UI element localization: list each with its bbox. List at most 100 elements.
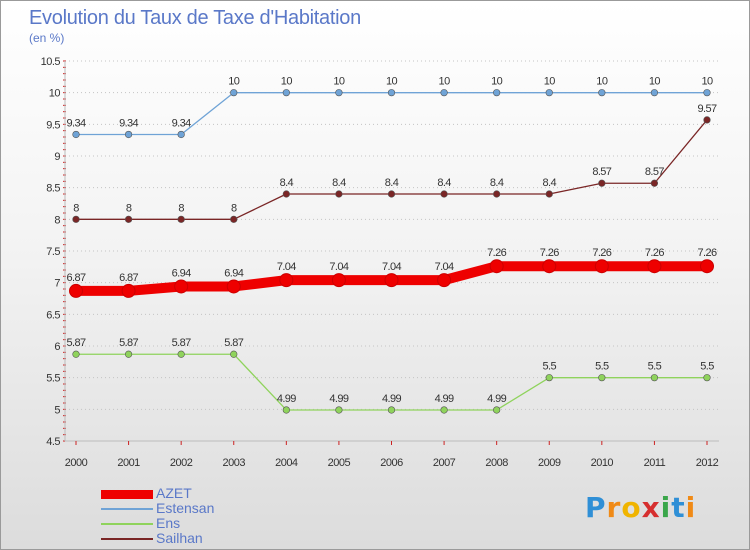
data-label-sailhan: 8.4 bbox=[490, 177, 504, 189]
data-point-estensan bbox=[387, 89, 396, 97]
data-point-azet bbox=[121, 283, 136, 298]
x-tick-label: 2000 bbox=[65, 457, 88, 469]
data-label-sailhan: 8.57 bbox=[645, 166, 664, 178]
data-label-azet: 7.26 bbox=[540, 247, 559, 259]
data-point-sailhan bbox=[282, 190, 290, 198]
y-tick-label: 9 bbox=[54, 151, 60, 163]
data-label-sailhan: 8.57 bbox=[592, 166, 611, 178]
data-point-sailhan bbox=[72, 215, 80, 223]
data-label-sailhan: 8.4 bbox=[543, 177, 557, 189]
data-point-azet bbox=[437, 273, 452, 288]
data-label-azet: 7.04 bbox=[382, 261, 401, 273]
data-point-azet bbox=[69, 283, 83, 298]
chart-unit-label: (en %) bbox=[29, 31, 65, 45]
y-tick-label: 8 bbox=[54, 214, 60, 226]
data-point-estensan bbox=[598, 89, 606, 97]
data-point-azet bbox=[489, 259, 504, 274]
data-point-sailhan bbox=[650, 179, 659, 187]
data-label-estensan: 9.34 bbox=[119, 117, 138, 129]
legend-item-estensan: Estensan bbox=[101, 500, 301, 516]
data-point-ens bbox=[387, 406, 396, 414]
data-label-azet: 7.26 bbox=[592, 247, 611, 259]
data-point-azet bbox=[279, 273, 294, 288]
x-tick-label: 2002 bbox=[170, 457, 193, 469]
data-label-azet: 7.26 bbox=[487, 247, 506, 259]
data-label-azet: 6.87 bbox=[119, 272, 138, 284]
data-point-estensan bbox=[282, 89, 290, 97]
y-tick-label: 5 bbox=[54, 404, 60, 416]
data-label-azet: 7.04 bbox=[435, 261, 454, 273]
data-point-azet bbox=[226, 279, 241, 294]
x-tick-label: 2010 bbox=[591, 457, 614, 469]
data-label-estensan: 10 bbox=[333, 76, 345, 88]
data-point-estensan bbox=[124, 130, 133, 139]
data-label-azet: 6.94 bbox=[224, 267, 243, 279]
data-label-estensan: 10 bbox=[386, 76, 398, 88]
legend-swatch bbox=[101, 538, 153, 540]
data-point-ens bbox=[703, 374, 711, 382]
data-point-estensan bbox=[440, 89, 448, 97]
data-point-azet bbox=[384, 273, 399, 288]
data-point-ens bbox=[440, 406, 448, 414]
legend-swatch bbox=[101, 489, 153, 499]
data-point-ens bbox=[598, 374, 606, 382]
data-point-sailhan bbox=[124, 215, 133, 223]
data-label-sailhan: 9.57 bbox=[697, 103, 716, 115]
data-label-estensan: 9.34 bbox=[66, 117, 85, 129]
logo-letter: i bbox=[685, 491, 697, 524]
legend-label: Ens bbox=[156, 515, 181, 531]
data-label-ens: 4.99 bbox=[435, 393, 454, 405]
data-point-ens bbox=[545, 374, 553, 382]
data-label-sailhan: 8.4 bbox=[437, 177, 451, 189]
data-label-ens: 4.99 bbox=[277, 393, 296, 405]
data-point-sailhan bbox=[493, 190, 501, 198]
data-point-sailhan bbox=[387, 190, 396, 198]
data-label-sailhan: 8 bbox=[73, 202, 79, 214]
data-point-sailhan bbox=[177, 215, 185, 223]
logo-letter: t bbox=[671, 491, 686, 524]
legend-swatch bbox=[101, 523, 153, 525]
data-point-estensan bbox=[230, 89, 238, 97]
data-label-ens: 4.99 bbox=[382, 393, 401, 405]
x-tick-label: 2012 bbox=[696, 457, 719, 469]
data-point-ens bbox=[72, 350, 80, 358]
legend-label: Sailhan bbox=[156, 530, 203, 546]
data-point-ens bbox=[335, 406, 343, 414]
data-point-azet bbox=[647, 259, 662, 274]
y-tick-label: 10 bbox=[49, 88, 61, 100]
data-label-ens: 5.5 bbox=[648, 361, 662, 373]
logo-letter: x bbox=[641, 491, 661, 524]
data-label-estensan: 10 bbox=[491, 76, 503, 88]
legend-label: AZET bbox=[156, 485, 192, 501]
y-tick-label: 6 bbox=[54, 341, 60, 353]
x-tick-label: 2003 bbox=[223, 457, 246, 469]
data-label-azet: 7.04 bbox=[329, 261, 348, 273]
data-label-estensan: 10 bbox=[649, 76, 661, 88]
data-label-estensan: 10 bbox=[281, 76, 293, 88]
data-point-ens bbox=[124, 350, 133, 358]
data-point-ens bbox=[177, 350, 185, 358]
data-point-estensan bbox=[545, 89, 553, 97]
x-tick-label: 2004 bbox=[275, 457, 298, 469]
data-point-azet bbox=[700, 259, 714, 274]
data-point-estensan bbox=[493, 89, 501, 97]
x-tick-label: 2009 bbox=[538, 457, 561, 469]
logo-letter: i bbox=[660, 491, 672, 524]
y-tick-label: 10.5 bbox=[41, 56, 61, 68]
data-point-sailhan bbox=[230, 215, 238, 223]
data-label-estensan: 10 bbox=[439, 76, 451, 88]
x-tick-label: 2008 bbox=[485, 457, 508, 469]
x-tick-label: 2007 bbox=[433, 457, 456, 469]
x-tick-label: 2001 bbox=[117, 457, 140, 469]
data-label-sailhan: 8 bbox=[178, 202, 184, 214]
data-label-ens: 5.5 bbox=[595, 361, 609, 373]
data-label-ens: 5.5 bbox=[700, 361, 714, 373]
data-label-azet: 6.87 bbox=[66, 272, 85, 284]
data-point-ens bbox=[230, 350, 238, 358]
data-point-azet bbox=[331, 273, 346, 288]
data-label-azet: 7.26 bbox=[645, 247, 664, 259]
data-point-ens bbox=[493, 406, 501, 414]
data-point-sailhan bbox=[335, 190, 343, 198]
data-label-sailhan: 8.4 bbox=[280, 177, 294, 189]
legend-swatch bbox=[101, 508, 153, 510]
